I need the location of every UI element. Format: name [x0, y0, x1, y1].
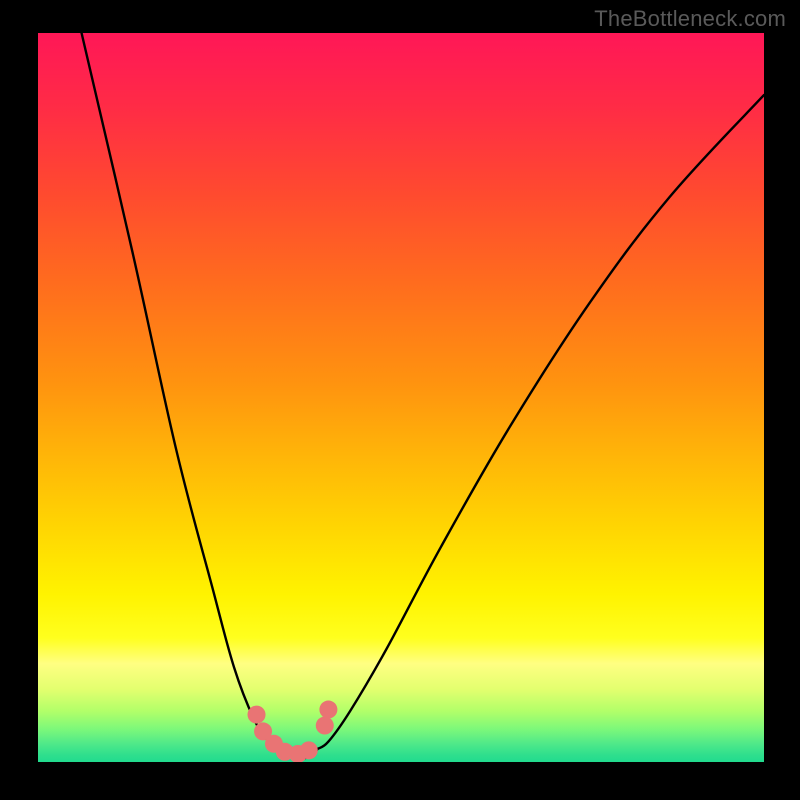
- watermark-text: TheBottleneck.com: [594, 6, 786, 32]
- marker-dot: [300, 741, 318, 759]
- chart-frame: TheBottleneck.com: [0, 0, 800, 800]
- marker-dot: [248, 706, 266, 724]
- marker-dot: [316, 717, 334, 735]
- bottleneck-plot: [38, 33, 764, 762]
- marker-dot: [319, 701, 337, 719]
- plot-background: [38, 33, 764, 762]
